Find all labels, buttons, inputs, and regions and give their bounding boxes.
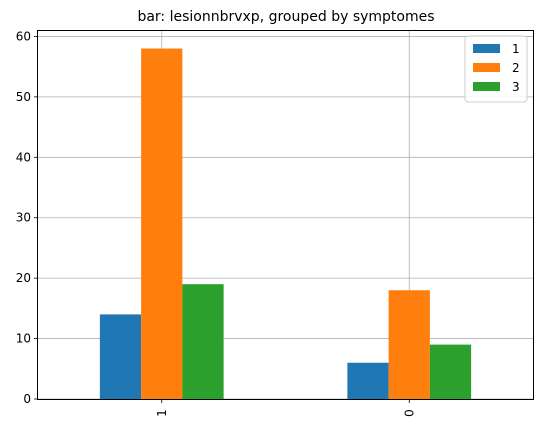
legend-label-1: 1	[512, 42, 520, 56]
legend-label-3: 3	[512, 80, 520, 94]
bar-series-3-cat-1	[182, 284, 224, 399]
plot-frame	[37, 30, 534, 400]
legend-label-2: 2	[512, 61, 520, 75]
bar-series-2-cat-0	[388, 290, 430, 399]
legend-swatch-1	[473, 44, 500, 53]
chart-title: bar: lesionnbrvxp, grouped by symptomes	[137, 9, 434, 25]
legend: 1 2 3	[464, 35, 528, 103]
bar-series-3-cat-0	[429, 344, 472, 399]
y-tick-label: 30	[16, 211, 31, 225]
bar-series-2-cat-1	[141, 48, 183, 400]
bar-series-1-cat-0	[347, 362, 389, 399]
y-tick-label: 0	[23, 392, 31, 406]
bars	[99, 48, 472, 400]
legend-swatch-3	[473, 82, 500, 91]
x-tick-label: 0	[402, 409, 416, 417]
y-axis: 0 10 20 30 40 50 60	[16, 29, 38, 406]
x-tick-label: 1	[155, 409, 169, 417]
y-tick-label: 20	[16, 271, 31, 285]
legend-swatch-2	[473, 63, 500, 72]
y-tick-label: 40	[16, 150, 31, 164]
y-tick-label: 60	[16, 29, 31, 43]
y-tick-label: 10	[16, 332, 31, 346]
y-tick-label: 50	[16, 90, 31, 104]
bar-series-1-cat-1	[99, 314, 142, 399]
